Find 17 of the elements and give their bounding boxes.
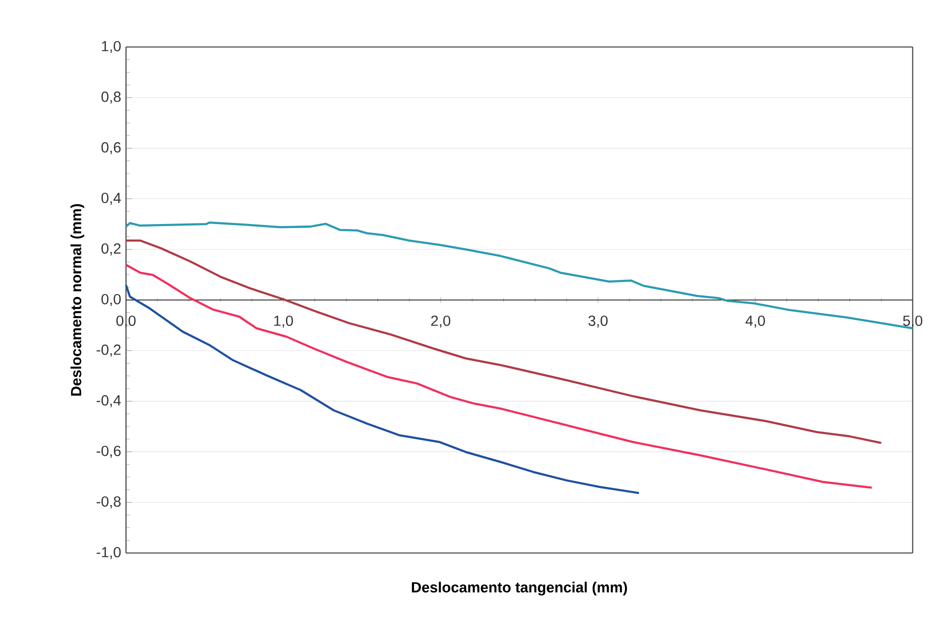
y-tick-label: -0,8 [96, 496, 121, 508]
y-tick-label: -0,2 [96, 344, 121, 357]
x-tick-label: 4,0 [745, 316, 765, 328]
y-tick-label: -0,4 [96, 395, 121, 408]
y-tick-label: 0,2 [101, 243, 121, 256]
y-tick-label: 0,6 [101, 142, 121, 154]
x-tick-label: 3,0 [588, 316, 608, 328]
x-axis-title: Deslocamento tangencial (mm) [412, 582, 627, 596]
y-tick-label: -0,6 [96, 446, 121, 458]
x-tick-label: 1,0 [274, 316, 293, 328]
y-tick-label: 1,0 [102, 40, 121, 54]
y-tick-label: 0,4 [101, 192, 121, 205]
y-tick-label: 0,8 [101, 92, 121, 104]
y-tick-label: -1,0 [96, 546, 121, 560]
y-axis-title: Deslocamento normal (mm) [70, 204, 84, 396]
x-tick-label: 2,0 [431, 316, 450, 328]
y-tick-label: 0,0 [101, 294, 121, 306]
